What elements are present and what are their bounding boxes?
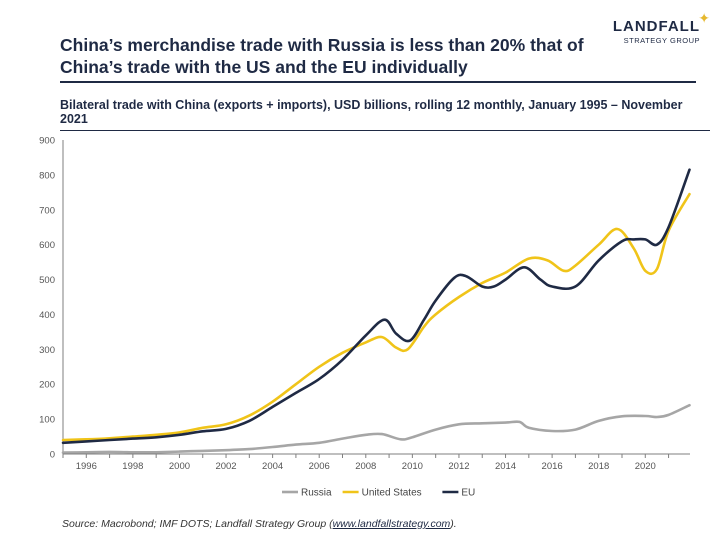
x-tick-label: 2018 [588,461,609,472]
logo-subtitle: STRATEGY GROUP [623,36,700,45]
source-link[interactable]: www.landfallstrategy.com [332,518,451,530]
y-tick-label: 600 [39,240,55,251]
landfall-logo: ✦ LANDFALL STRATEGY GROUP [612,10,710,45]
eu-series-line [61,168,691,445]
star-icon: ✦ [698,10,710,26]
y-tick-label: 100 [39,415,55,426]
y-tick-label: 400 [39,310,55,321]
x-tick-label: 1998 [122,461,143,472]
y-tick-label: 200 [39,380,55,391]
legend-label: EU [461,488,475,499]
y-tick-label: 900 [39,136,55,147]
chart-subtitle: Bilateral trade with China (exports + im… [60,98,710,131]
russia-series-line [61,403,691,454]
source-prefix: Source: Macrobond; IMF DOTS; Landfall St… [62,518,333,530]
logo-name: LANDFALL [612,18,700,35]
x-tick-label: 1996 [76,461,97,472]
x-tick-label: 2010 [402,461,423,472]
y-tick-label: 800 [39,170,55,181]
x-tick-label: 2002 [215,461,236,472]
source-note: Source: Macrobond; IMF DOTS; Landfall St… [62,518,457,530]
trade-line-chart: 0 100 200 300 400 500 600 700 800 900 1996 1998 200… [39,136,691,499]
y-tick-label: 500 [39,275,55,286]
x-tick-label: 2008 [355,461,376,472]
x-tick-label: 2012 [448,461,469,472]
y-tick-label: 300 [39,345,55,356]
y-tick-label: 700 [39,205,55,216]
legend-label: Russia [301,488,332,499]
legend-label: United States [362,488,422,499]
source-suffix: ). [450,518,457,530]
x-tick-label: 2016 [542,461,563,472]
us-series-line [61,192,691,442]
x-tick-label: 2006 [309,461,330,472]
chart-headline: China’s merchandise trade with Russia is… [60,35,584,77]
x-tick-label: 2000 [169,461,190,472]
x-tick-label: 2014 [495,461,516,472]
y-tick-label: 0 [50,450,55,461]
header-divider [60,81,696,83]
x-tick-label: 2020 [635,461,656,472]
x-tick-label: 2004 [262,461,283,472]
